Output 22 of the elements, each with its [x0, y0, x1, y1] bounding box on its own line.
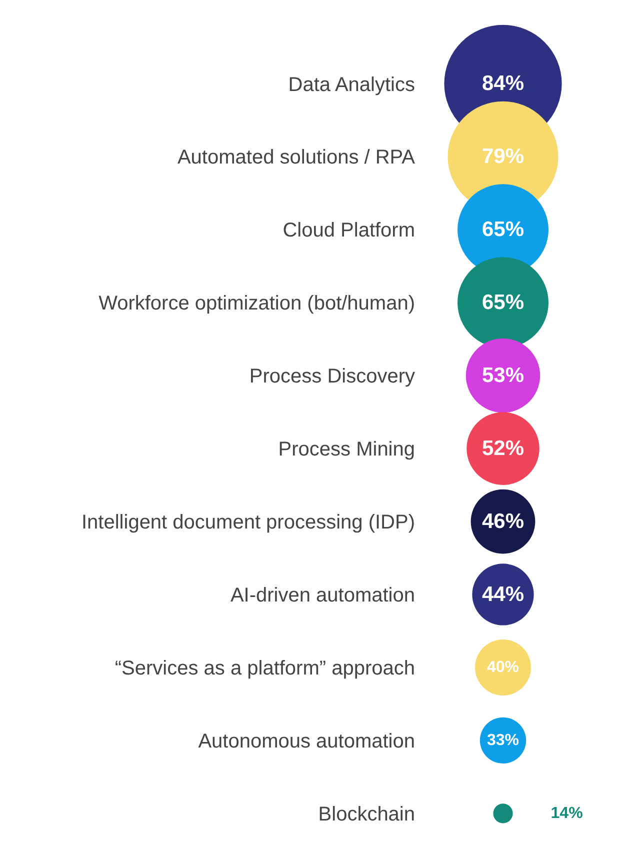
- category-label: Autonomous automation: [198, 730, 415, 753]
- category-label: “Services as a platform” approach: [114, 658, 415, 680]
- category-label: Workforce optimization (bot/human): [98, 292, 415, 315]
- data-label: 40%: [486, 658, 520, 676]
- data-label: 33%: [486, 732, 520, 749]
- data-label: 14%: [550, 804, 583, 822]
- data-label: 65%: [482, 291, 524, 314]
- category-label: Data Analytics: [288, 74, 415, 96]
- category-label: Process Mining: [278, 438, 415, 461]
- category-label: Automated solutions / RPA: [177, 146, 416, 169]
- category-label: AI-driven automation: [230, 584, 415, 607]
- data-label: 65%: [482, 218, 524, 242]
- data-label: 79%: [482, 145, 524, 168]
- data-label: 52%: [482, 437, 524, 460]
- category-label: Blockchain: [318, 804, 415, 826]
- data-label: 53%: [482, 364, 524, 388]
- data-label: 46%: [482, 510, 524, 534]
- category-label: Cloud Platform: [282, 220, 415, 242]
- category-label: Process Discovery: [249, 366, 415, 388]
- data-label: 84%: [482, 72, 524, 96]
- category-label: Intelligent document processing (IDP): [82, 512, 415, 534]
- data-label: 44%: [482, 582, 524, 606]
